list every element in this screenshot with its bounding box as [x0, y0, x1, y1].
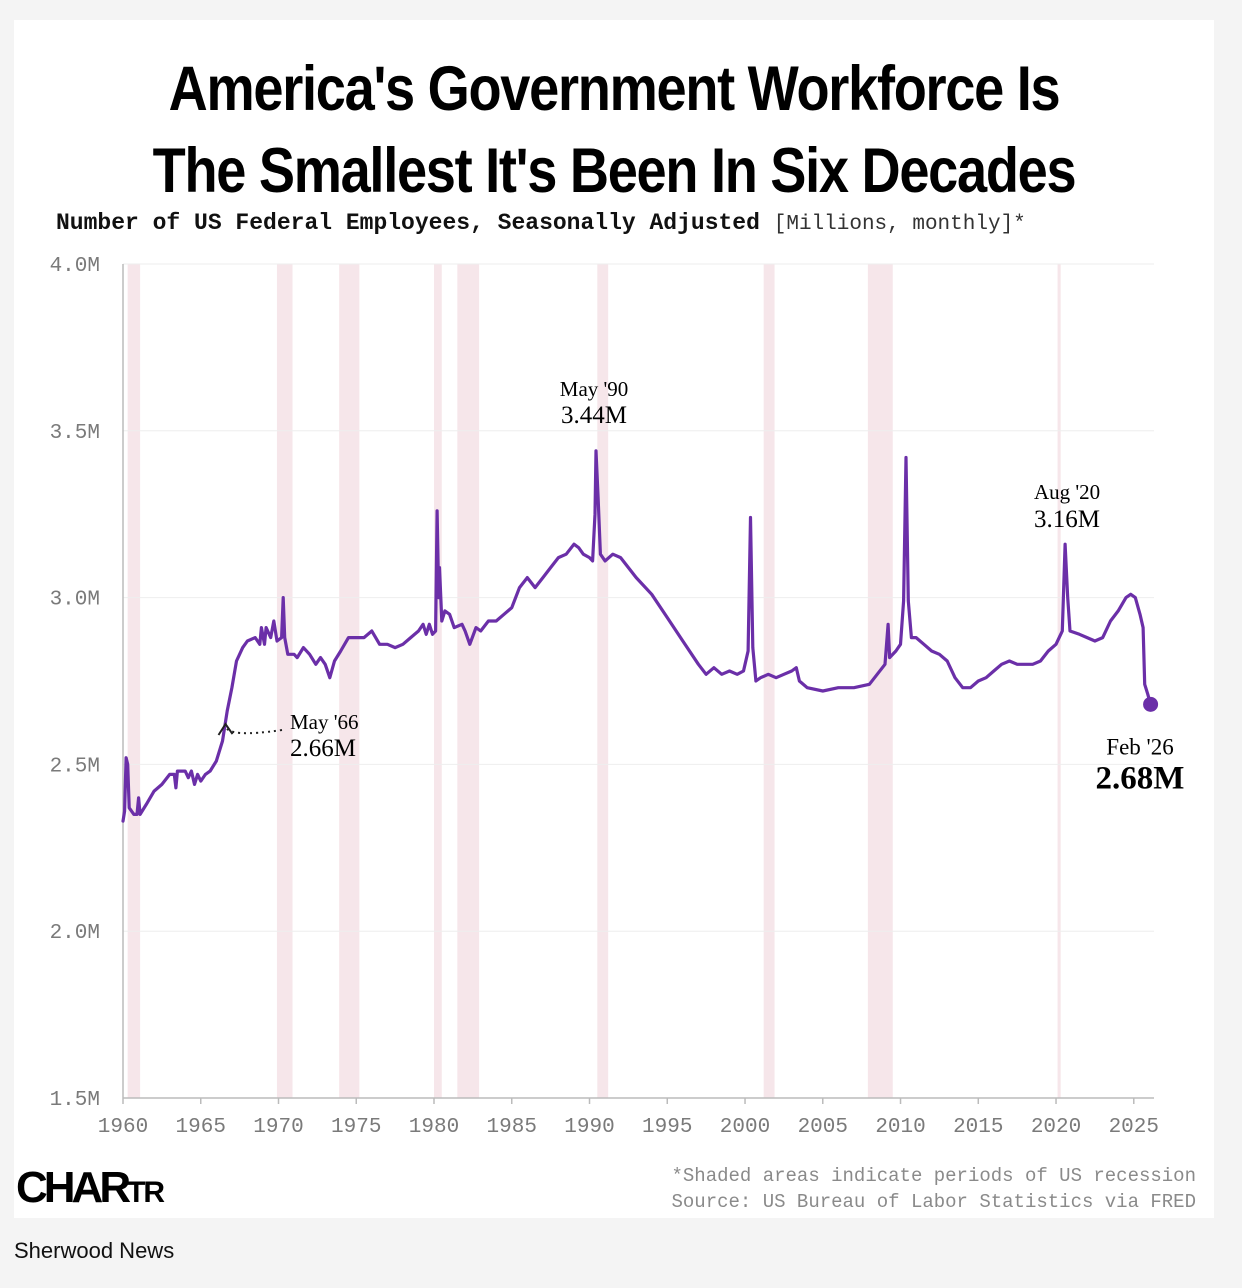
x-tick-label: 1990: [564, 1116, 614, 1139]
recession-band: [127, 264, 141, 1098]
peak-1990-date-label: May '90: [560, 377, 629, 401]
peak-1990-value-label: 3.44M: [561, 402, 627, 429]
chart-subtitle: Number of US Federal Employees, Seasonal…: [56, 210, 1206, 236]
title-line-1: America's Government Workforce Is: [168, 54, 1061, 124]
x-tick-label: 2015: [953, 1116, 1003, 1139]
recession-note: *Shaded areas indicate periods of US rec…: [671, 1165, 1197, 1187]
series-line: [121, 449, 1153, 823]
source-note: Source: US Bureau of Labor Statistics vi…: [671, 1191, 1197, 1213]
latest-value-label: 2.68M: [1096, 760, 1185, 796]
recession-band: [434, 264, 442, 1098]
chart-title: America's Government Workforce Is The Sm…: [98, 48, 1130, 212]
x-tick-label: 1965: [176, 1116, 226, 1139]
subtitle-main: Number of US Federal Employees, Seasonal…: [56, 210, 760, 236]
x-tick-label: 1980: [409, 1116, 459, 1139]
recession-band: [457, 264, 480, 1098]
logo-main: CHAR: [16, 1163, 131, 1212]
y-tick-label: 2.5M: [50, 755, 100, 778]
x-tick-label: 1970: [253, 1116, 303, 1139]
logo-small: TR: [127, 1176, 165, 1209]
x-tick-label: 1985: [487, 1116, 537, 1139]
x-tick-label: 2025: [1109, 1116, 1159, 1139]
series: [121, 449, 1159, 823]
publisher-name: Sherwood News: [14, 1238, 175, 1263]
chartr-logo: CHARTR: [16, 1163, 165, 1215]
y-tick-label: 3.5M: [50, 422, 100, 445]
axes: 1.5M 2.0M 2.5M 3.0M 3.5M 4.0M 1960 1965 1970 1975…: [50, 255, 1159, 1139]
recession-band: [339, 264, 360, 1098]
annotation-1966-date-label: May '66: [290, 710, 359, 734]
footnote: *Shaded areas indicate periods of US rec…: [672, 1163, 1197, 1215]
recession-bands: [127, 264, 1061, 1098]
y-tick-label: 3.0M: [50, 589, 100, 612]
line-chart: 1.5M 2.0M 2.5M 3.0M 3.5M 4.0M 1960 1965 1970 1975…: [50, 255, 1185, 1139]
annotation-1966-value-label: 2.66M: [290, 735, 356, 762]
subtitle-units: [Millions, monthly]*: [773, 213, 1026, 236]
x-tick-label: 2005: [798, 1116, 848, 1139]
recession-band: [276, 264, 293, 1098]
latest-point-marker: [1143, 696, 1159, 712]
x-tick-label: 2020: [1031, 1116, 1081, 1139]
chart-card: America's Government Workforce Is The Sm…: [14, 20, 1214, 1218]
recession-band: [1057, 264, 1061, 1098]
recession-band: [763, 264, 775, 1098]
x-tick-label: 1960: [98, 1116, 148, 1139]
annotation-arrow-1966: [224, 725, 283, 735]
peak-2020-date-label: Aug '20: [1034, 480, 1100, 504]
y-tick-label: 4.0M: [50, 255, 100, 278]
x-tick-label: 1975: [331, 1116, 381, 1139]
peak-2020-value-label: 3.16M: [1034, 506, 1100, 533]
arrowhead-icon: [217, 722, 234, 736]
x-tick-label: 1995: [642, 1116, 692, 1139]
annotations: May '903.44M Aug '203.16M May '662.66M Feb …: [217, 377, 1185, 796]
recession-band: [597, 264, 609, 1098]
y-tick-label: 1.5M: [50, 1089, 100, 1112]
title-line-2: The Smallest It's Been In Six Decades: [152, 136, 1077, 206]
x-tick-label: 2010: [875, 1116, 925, 1139]
x-tick-label: 2000: [720, 1116, 770, 1139]
y-tick-label: 2.0M: [50, 922, 100, 945]
latest-date-label: Feb '26: [1106, 734, 1173, 759]
